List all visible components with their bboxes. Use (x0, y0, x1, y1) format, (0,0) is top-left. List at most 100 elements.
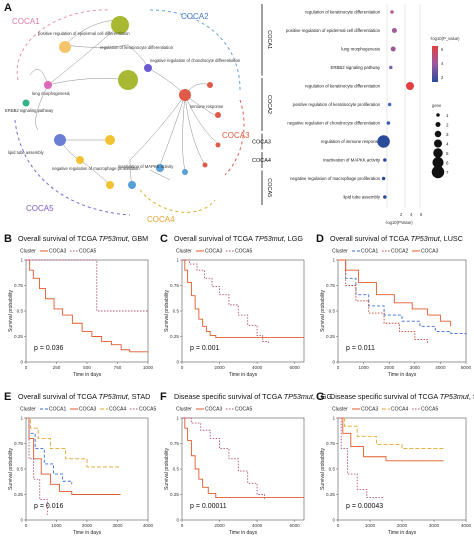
dotplot-dot (381, 176, 386, 181)
size-legend-dot (434, 130, 442, 138)
km-ytick-label: 1 (332, 416, 335, 421)
km-title: Overall survival of TCGA TP53mut, GBM (18, 234, 148, 243)
node-immune-b (215, 112, 221, 118)
cluster-arc-coca3 (224, 99, 245, 176)
node-immune-c (215, 142, 221, 148)
km-xtick-label: 2000 (397, 523, 408, 528)
size-legend-label: 5 (446, 151, 449, 156)
km-title: Disease specific survival of TCGA TP53mu… (174, 392, 332, 401)
km-pvalue: p = 0.016 (34, 503, 63, 510)
km-ylabel: Survival probability (164, 448, 170, 490)
dotplot-dot (390, 46, 396, 52)
node-chondrocyte (144, 64, 152, 72)
size-legend-title: gene (432, 103, 442, 108)
km-xtick-label: 1000 (143, 365, 154, 370)
km-xlabel: Time in days (388, 530, 417, 536)
dotplot-term-label: inactivation of MAPKK activity (323, 158, 381, 163)
cluster-arc-coca2 (149, 9, 241, 91)
node-label-immune: immune response (190, 104, 224, 109)
size-legend: 1 2 3 4 5 6 7 (431, 113, 449, 179)
dotplot-term-label: lipid tube assembly (343, 195, 380, 200)
km-ytick-label: 1 (20, 416, 23, 421)
km-xtick-label: 6000 (289, 365, 300, 370)
km-ytick-label: 1 (20, 258, 23, 263)
size-legend-label: 2 (446, 122, 449, 127)
dotplot-term-label: positive regulation of keratinocyte prol… (293, 102, 381, 107)
km-curve-coca3 (26, 259, 148, 353)
km-ytick-label: 0.75 (14, 283, 23, 288)
km-legend: Cluster COCA3 COCA5 (20, 249, 96, 255)
panel-letter-a: A (4, 2, 12, 14)
km-ytick-label: 0.5 (17, 467, 24, 472)
km-curve-coca5 (182, 259, 269, 344)
km-ytick-label: 0.75 (170, 283, 179, 288)
km-xtick-label: 0 (337, 365, 340, 370)
km-ytick-label: 0.75 (326, 441, 335, 446)
km-ytick-label: 0 (332, 518, 335, 523)
panel-letter-c: C (160, 233, 168, 245)
cluster-arc-coca1 (16, 9, 111, 81)
km-xtick-label: 2000 (214, 365, 225, 370)
km-title: Disease specific survival of TCGA TP53mu… (330, 392, 474, 401)
km-legend: Cluster COCA1 COCA3 COCA4 COCA5 (20, 407, 156, 413)
km-xtick-label: 1000 (358, 365, 369, 370)
km-ytick-label: 0.25 (14, 334, 23, 339)
km-ytick-label: 0.25 (326, 334, 335, 339)
km-ytick-label: 1 (176, 258, 179, 263)
km-xlabel: Time in days (73, 530, 102, 536)
km-legend: Cluster COCA1 COCA2 COCA3 (332, 249, 438, 255)
km-ytick-label: 0.5 (173, 309, 180, 314)
km-legend-label: COCA3 (421, 249, 438, 255)
km-panel-e: E Overall survival of TCGA TP53mut, STAD C… (4, 391, 156, 536)
size-legend-label: 6 (446, 160, 449, 165)
km-legend-label: COCA1 (49, 407, 66, 413)
size-legend-dot (436, 113, 440, 117)
color-legend-tick: 6 (441, 47, 444, 52)
node-macrophage-c (106, 181, 114, 189)
dotplot-group-label: COCA1 (266, 30, 272, 49)
km-ytick-label: 0.75 (326, 283, 335, 288)
node-macrophage-b (76, 156, 84, 164)
node-label-lipid: lipid tube assembly (8, 150, 45, 155)
km-title: Overall survival of TCGA TP53mut, LGG (174, 234, 303, 243)
km-ytick-label: 0.5 (17, 309, 24, 314)
node-mapkk-c (182, 169, 188, 175)
km-xlabel: Time in days (229, 372, 258, 378)
cluster-label-coca1: COCA1 (12, 17, 40, 26)
node-label-macrophage: negative regulation of macrophage prolif… (52, 166, 140, 171)
cluster-label-coca4: COCA4 (147, 215, 175, 224)
km-legend-title: Cluster (332, 249, 348, 255)
km-ylabel: Survival probability (8, 290, 14, 332)
km-ytick-label: 0 (176, 518, 179, 523)
node-epidermal (59, 41, 71, 53)
km-panel-c: C Overall survival of TCGA TP53mut, LGG Cl… (160, 233, 305, 378)
km-plot-area (337, 259, 467, 363)
dotplot-group-label: COCA5 (266, 178, 272, 197)
node-keratinocyte (111, 16, 129, 34)
km-ytick-label: 0.5 (329, 309, 336, 314)
km-curve-coca4 (26, 417, 121, 468)
km-panels: B Overall survival of TCGA TP53mut, GBM Cl… (4, 233, 474, 536)
km-xtick-label: 4000 (252, 523, 263, 528)
dotplot-panel: regulation of keratinocyte differentiati… (252, 4, 460, 225)
km-legend-title: Cluster (332, 407, 348, 413)
km-xtick-label: 3000 (410, 365, 421, 370)
dotplot-dot (383, 158, 387, 162)
node-label-erbb2: ERBB2 signaling pathway (5, 108, 54, 113)
km-ytick-label: 0.25 (170, 492, 179, 497)
km-legend-label: COCA3 (79, 407, 96, 413)
panel-letter-d: D (316, 233, 324, 245)
km-legend-label: COCA3 (205, 249, 222, 255)
panel-letter-f: F (160, 391, 167, 403)
km-xtick-label: 0 (25, 365, 28, 370)
node-immune-hub (179, 89, 191, 101)
km-legend-label: COCA3 (205, 407, 222, 413)
node-mapkk-b (156, 164, 164, 172)
km-xtick-label: 0 (181, 523, 184, 528)
km-ytick-label: 0.25 (326, 492, 335, 497)
km-legend-title: Cluster (176, 407, 192, 413)
km-legend-label: COCA1 (361, 249, 378, 255)
km-pvalue: p = 0.036 (34, 345, 63, 352)
size-legend-label: 3 (446, 132, 449, 137)
km-ytick-label: 0 (332, 360, 335, 365)
